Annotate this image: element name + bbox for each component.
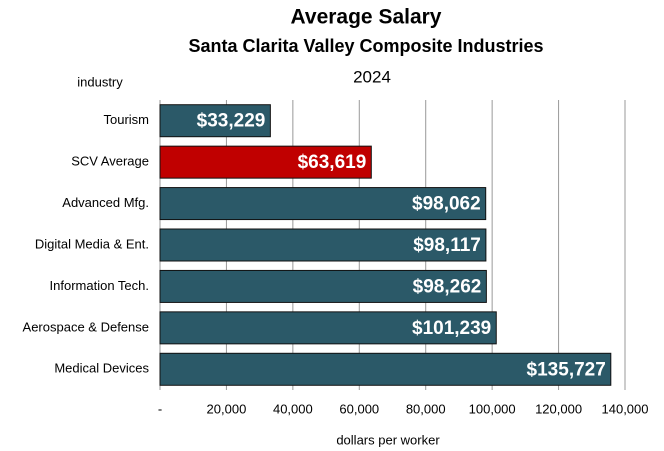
y-tick-label: Aerospace & Defense (23, 319, 149, 334)
y-tick-label: Information Tech. (50, 278, 149, 293)
y-tick-label: Digital Media & Ent. (35, 236, 149, 251)
y-axis-label: industry (77, 74, 123, 89)
value-label: $98,117 (413, 235, 481, 256)
y-tick-label: Medical Devices (54, 361, 149, 376)
y-tick-label: Tourism (103, 112, 149, 127)
x-tick-label: 100,000 (469, 401, 516, 416)
x-tick-label: 60,000 (339, 401, 379, 416)
chart-year: 2024 (353, 67, 391, 86)
value-label: $135,727 (527, 359, 606, 380)
value-label: $63,619 (298, 152, 367, 173)
chart-subtitle: Santa Clarita Valley Composite Industrie… (188, 36, 543, 56)
x-tick-label: 20,000 (207, 401, 247, 416)
bar (159, 187, 487, 221)
value-label: $101,239 (412, 318, 491, 339)
value-label: $98,062 (412, 194, 481, 215)
x-tick-label: 40,000 (273, 401, 313, 416)
bar (159, 311, 497, 345)
x-tick-label: 80,000 (406, 401, 446, 416)
bar (159, 269, 487, 303)
value-label: $98,262 (413, 276, 482, 297)
chart-title: Average Salary (291, 6, 442, 29)
y-tick-label: Advanced Mfg. (62, 195, 149, 210)
x-tick-label: 140,000 (602, 401, 649, 416)
bar (159, 104, 271, 138)
y-tick-label: SCV Average (71, 154, 149, 169)
value-label: $33,229 (197, 111, 266, 132)
x-tick-label: 120,000 (535, 401, 582, 416)
x-tick-label: - (158, 401, 162, 416)
bar (159, 228, 487, 262)
x-axis-label: dollars per worker (336, 432, 440, 447)
bar (159, 145, 372, 179)
bar (159, 352, 612, 386)
